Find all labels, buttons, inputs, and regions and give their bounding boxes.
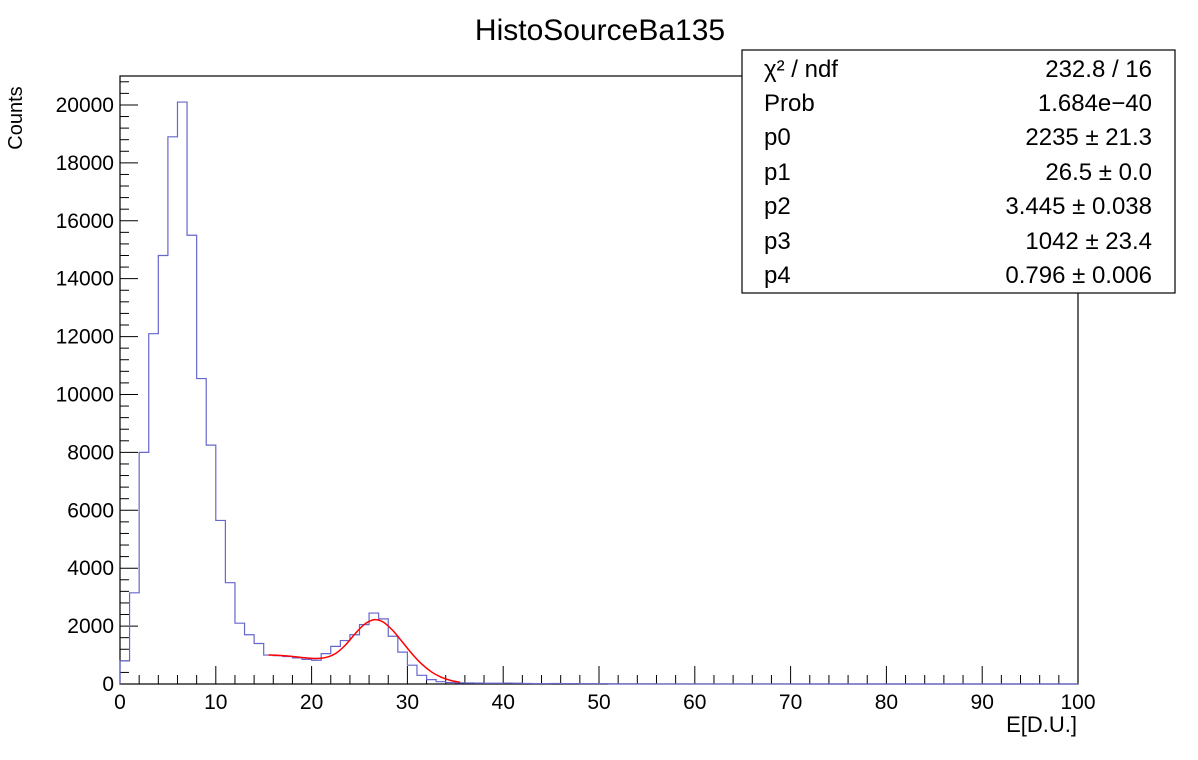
x-tick-label: 60	[683, 691, 706, 714]
y-tick-label: 20000	[56, 94, 114, 117]
stats-value-p3: 1042 ± 23.4	[1025, 228, 1152, 255]
x-tick-label: 30	[396, 691, 419, 714]
y-axis-ticks	[120, 81, 138, 685]
stats-label-p2: p2	[764, 193, 791, 220]
x-tick-label: 0	[114, 691, 126, 714]
y-tick-label: 0	[102, 673, 114, 696]
histogram-series	[119, 101, 1079, 685]
y-tick-label: 12000	[56, 326, 114, 349]
stats-label-p3: p3	[764, 228, 791, 255]
fit-curve	[268, 618, 461, 684]
stats-value-chi2: 232.8 / 16	[1045, 56, 1152, 83]
y-tick-label: 2000	[67, 615, 114, 638]
y-tick-label: 14000	[56, 268, 114, 291]
y-tick-label: 18000	[56, 152, 114, 175]
y-tick-label: 16000	[56, 210, 114, 233]
y-tick-label: 10000	[56, 383, 114, 406]
x-tick-label: 50	[587, 691, 610, 714]
chart-title: HistoSourceBa135	[475, 14, 725, 47]
y-tick-label: 6000	[67, 499, 114, 522]
x-axis-label: E[D.U.]	[1006, 712, 1077, 737]
stats-box-frame	[741, 49, 1176, 294]
stats-value-p0: 2235 ± 21.3	[1025, 124, 1152, 151]
stats-box: χ² / ndf 232.8 / 16 Prob 1.684e−40 p0 22…	[741, 49, 1176, 294]
y-tick-label: 8000	[67, 441, 114, 464]
x-tick-label: 100	[1060, 691, 1095, 714]
x-tick-label: 40	[492, 691, 515, 714]
y-axis-tick-labels: 0 2000 4000 6000 8000 10000 12000 14000 16000 180…	[56, 94, 114, 696]
x-tick-label: 80	[875, 691, 898, 714]
stats-label-p4: p4	[764, 262, 791, 289]
x-tick-label: 90	[971, 691, 994, 714]
stats-value-p1: 26.5 ± 0.0	[1045, 159, 1152, 186]
stats-label-p0: p0	[764, 124, 791, 151]
stats-value-p2: 3.445 ± 0.038	[1005, 193, 1152, 220]
y-axis-label: Counts	[5, 86, 27, 149]
x-axis-tick-labels: 0 10 20 30 40 50 60 70 80 90 100	[114, 691, 1095, 714]
x-tick-label: 70	[779, 691, 802, 714]
stats-label-chi2: χ² / ndf	[764, 56, 838, 83]
stats-value-p4: 0.796 ± 0.006	[1005, 262, 1152, 289]
stats-value-prob: 1.684e−40	[1038, 90, 1152, 117]
x-tick-label: 10	[204, 691, 227, 714]
x-tick-label: 20	[300, 691, 323, 714]
y-tick-label: 4000	[67, 557, 114, 580]
stats-label-prob: Prob	[764, 90, 815, 117]
stats-label-p1: p1	[764, 159, 791, 186]
